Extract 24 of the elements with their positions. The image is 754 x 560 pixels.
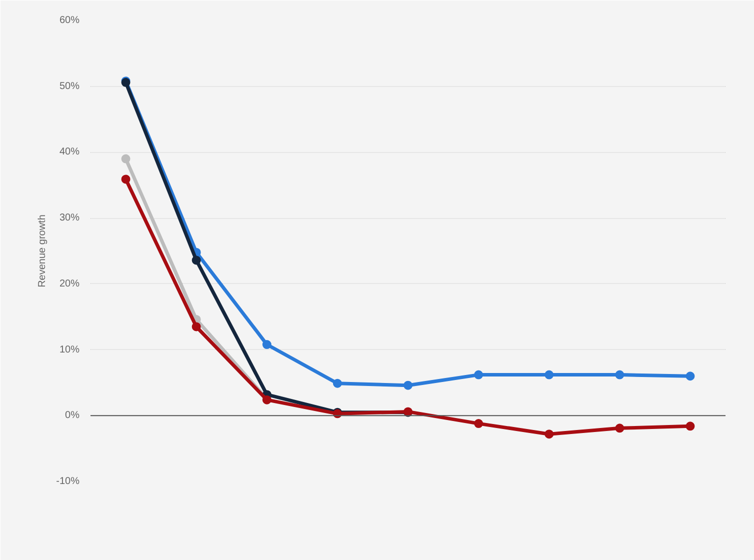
y-tick-label: 10% [59, 344, 80, 356]
point [474, 419, 484, 428]
y-tick-label: 40% [59, 146, 80, 158]
y-axis-title: Revenue growth [37, 214, 48, 288]
point [544, 430, 554, 439]
point [615, 424, 624, 433]
y-tick-label: 30% [59, 212, 80, 224]
point [544, 370, 554, 380]
point [192, 256, 201, 265]
point [121, 154, 130, 164]
y-tick-label: 60% [59, 15, 80, 26]
point [262, 340, 272, 350]
point [332, 378, 342, 388]
y-tick-label: 0% [65, 410, 80, 422]
point [192, 322, 201, 332]
point [686, 422, 695, 431]
point [121, 174, 130, 184]
point [474, 370, 484, 380]
point [686, 372, 695, 381]
point [404, 380, 412, 390]
y-tick-label: -10% [56, 476, 80, 487]
y-tick-label: 20% [59, 278, 80, 290]
y-tick-label: 50% [59, 80, 80, 92]
point [615, 370, 624, 380]
